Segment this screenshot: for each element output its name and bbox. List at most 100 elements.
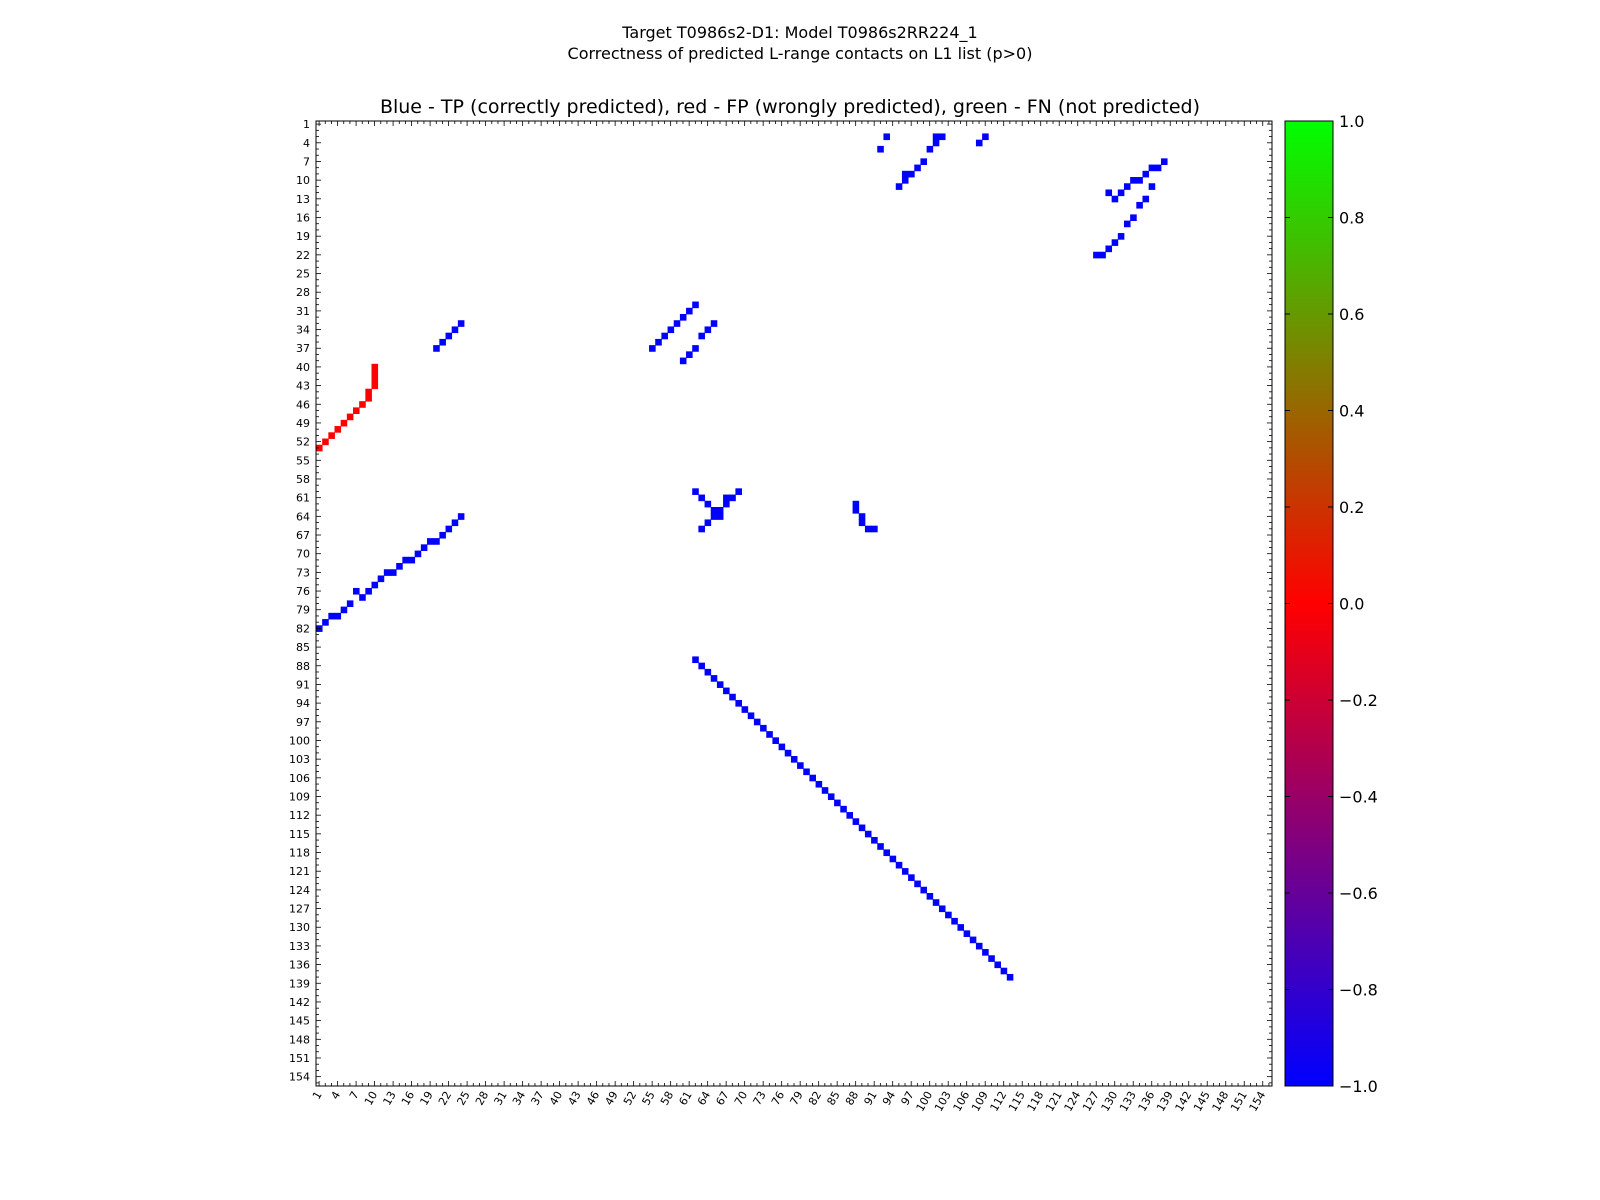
contact-cell-fp [371,363,379,371]
x-tick-label: 130 [1099,1089,1121,1114]
x-tick-label: 55 [639,1089,657,1108]
plot-background [316,121,1272,1086]
contact-cell-tp [901,170,909,178]
y-tick-label: 61 [296,492,310,505]
contact-cell-tp [951,917,958,925]
colorbar [1284,120,1334,1087]
x-tick-label: 100 [914,1089,936,1114]
contact-cell-tp [864,830,872,838]
contact-cell-tp [1136,201,1143,209]
x-tick-label: 94 [880,1089,898,1108]
x-tick-label: 58 [658,1089,676,1108]
x-axis-tick-labels: 1 4 7 10 13 16 19 22 25 28 31 34 37 40 43 46 49 52 55 58 61 6… [310,1089,1268,1114]
colorbar-tick-label: −0.2 [1339,691,1378,710]
contact-cell-tp [1111,239,1119,246]
x-tick-label: 142 [1173,1089,1195,1114]
y-tick-label: 145 [289,1015,310,1028]
y-tick-label: 88 [296,660,310,673]
contact-cell-tp [908,874,915,881]
colorbar-tick-label: −1.0 [1339,1077,1378,1096]
contact-cell-tp [1130,214,1137,222]
contact-cell-tp [679,314,687,321]
contact-cell-tp [877,145,884,153]
contact-cell-tp [661,332,668,340]
contact-cell-tp [747,712,755,720]
x-tick-label: 115 [1006,1089,1028,1114]
y-tick-label: 19 [296,230,310,243]
contact-cell-fp [359,401,366,408]
contact-cell-tp [889,855,897,863]
y-tick-label: 49 [296,417,310,430]
colorbar-tick-label: 0.6 [1339,305,1364,324]
contact-cell-fp [365,394,372,402]
contact-cell-tp [723,687,730,695]
y-tick-label: 10 [296,174,310,187]
contact-cell-tp [704,326,712,334]
contact-cell-tp [1148,164,1156,172]
contact-cell-tp [723,500,730,508]
contact-cell-tp [790,756,798,763]
figure-title-line1: Target T0986s2-D1: Model T0986s2RR224_1 [621,23,977,43]
contact-cell-tp [877,843,884,850]
contact-cell-tp [852,818,860,825]
x-tick-label: 70 [732,1089,750,1108]
y-tick-label: 82 [296,622,310,635]
colorbar-ticks: 1.0 0.8 0.6 0.4 0.2 0.0 −0.2 −0.4 −0.6 −0.8 −1.0 [1285,112,1378,1096]
contact-cell-tp [716,507,724,514]
x-tick-label: 133 [1117,1089,1139,1114]
x-tick-label: 61 [676,1089,694,1108]
contact-cell-tp [1093,251,1100,259]
contact-cell-tp [686,307,693,315]
contact-cell-tp [901,868,909,875]
contact-cell-tp [396,563,403,570]
colorbar-tick-label: 0.4 [1339,402,1364,421]
y-tick-label: 127 [289,903,310,916]
contact-cell-tp [938,133,946,141]
y-tick-label: 142 [289,996,310,1009]
y-tick-label: 37 [296,342,310,355]
contact-cell-tp [753,718,761,726]
contact-cell-tp [439,338,446,346]
contact-cell-tp [827,793,835,801]
contact-cell-tp [883,849,890,857]
contact-cell-tp [692,345,699,352]
y-tick-label: 40 [296,361,310,374]
contact-cell-fp [353,407,360,415]
contact-cell-tp [692,301,699,309]
y-tick-label: 148 [289,1033,310,1046]
y-tick-label: 64 [296,510,310,523]
contact-cell-tp [1006,973,1014,981]
x-tick-label: 124 [1062,1089,1084,1114]
y-tick-label: 31 [296,305,310,318]
contact-cell-tp [649,345,656,352]
contact-cell-tp [797,762,804,769]
contact-cell-tp [420,544,428,551]
y-tick-label: 109 [289,791,310,804]
contact-cell-tp [439,531,446,539]
y-tick-label: 121 [289,865,310,878]
contact-cell-tp [834,799,841,807]
y-tick-label: 133 [289,940,310,953]
x-tick-label: 49 [602,1089,620,1108]
contact-cell-tp [451,519,459,527]
contact-cell-tp [1160,158,1168,165]
plot-frame [315,120,1273,1087]
contact-cell-tp [698,332,705,340]
y-tick-label: 151 [289,1052,310,1065]
contact-cell-tp [914,880,921,888]
x-tick-label: 103 [932,1089,954,1114]
contact-cell-fp [340,419,348,427]
contact-cell-tp [704,519,712,527]
contact-cell-tp [1130,177,1137,184]
contact-cell-tp [852,500,860,508]
colorbar-tick-label: 0.2 [1339,498,1364,517]
contact-cell-tp [377,575,385,583]
contact-cell-fp [371,382,379,390]
contact-cell-tp [1123,220,1131,228]
y-tick-label: 13 [296,193,310,206]
contact-cell-tp [322,619,329,626]
contact-cell-tp [427,538,434,545]
y-tick-label: 52 [296,436,310,449]
y-tick-label: 112 [289,809,310,822]
y-tick-label: 106 [289,772,310,785]
